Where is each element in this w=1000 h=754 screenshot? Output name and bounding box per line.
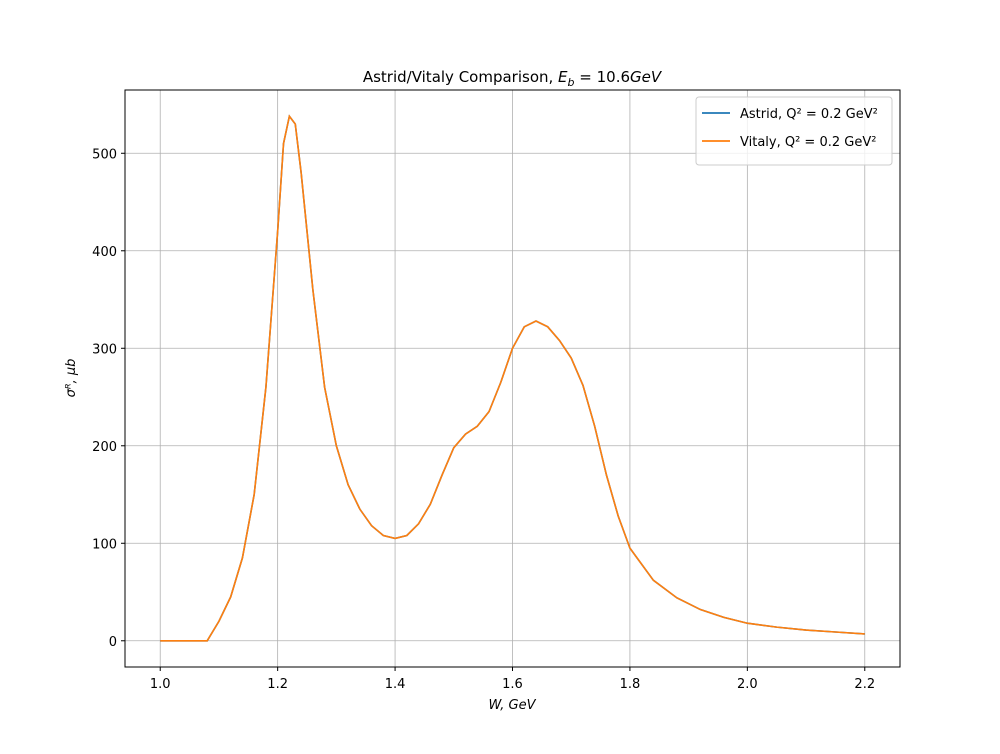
y-axis-label: σᴿ, μb (64, 359, 79, 398)
y-tick-label: 500 (92, 147, 117, 162)
legend-label: Vitaly, Q² = 0.2 GeV² (740, 135, 876, 150)
x-tick-label: 1.2 (267, 677, 288, 692)
data-line (160, 114, 865, 642)
y-tick-label: 400 (92, 245, 117, 260)
legend-label: Astrid, Q² = 0.2 GeV² (740, 107, 878, 122)
y-tick-label: 200 (92, 440, 117, 455)
x-tick-label: 1.6 (502, 677, 523, 692)
title-symbol: E (558, 68, 568, 86)
legend-box (695, 96, 893, 166)
x-tick-label: 1.8 (620, 677, 641, 692)
y-tick-label: 0 (109, 635, 117, 650)
title-value: = 10.6 (575, 68, 631, 86)
chart-title: Astrid/Vitaly Comparison, Eb = 10.6GeV (363, 68, 663, 89)
plot-frame (124, 89, 901, 668)
x-tick-label: 1.0 (150, 677, 171, 692)
x-tick-label: 1.4 (385, 677, 406, 692)
title-subscript: b (568, 76, 575, 89)
x-tick-label: 2.0 (737, 677, 758, 692)
y-tick-label: 300 (92, 342, 117, 357)
y-tick-label: 100 (92, 537, 117, 552)
title-text: Astrid/Vitaly Comparison, (363, 68, 558, 86)
x-tick-label: 2.2 (854, 677, 875, 692)
x-axis-label: W, GeV (488, 698, 536, 713)
title-unit: GeV (630, 68, 663, 86)
